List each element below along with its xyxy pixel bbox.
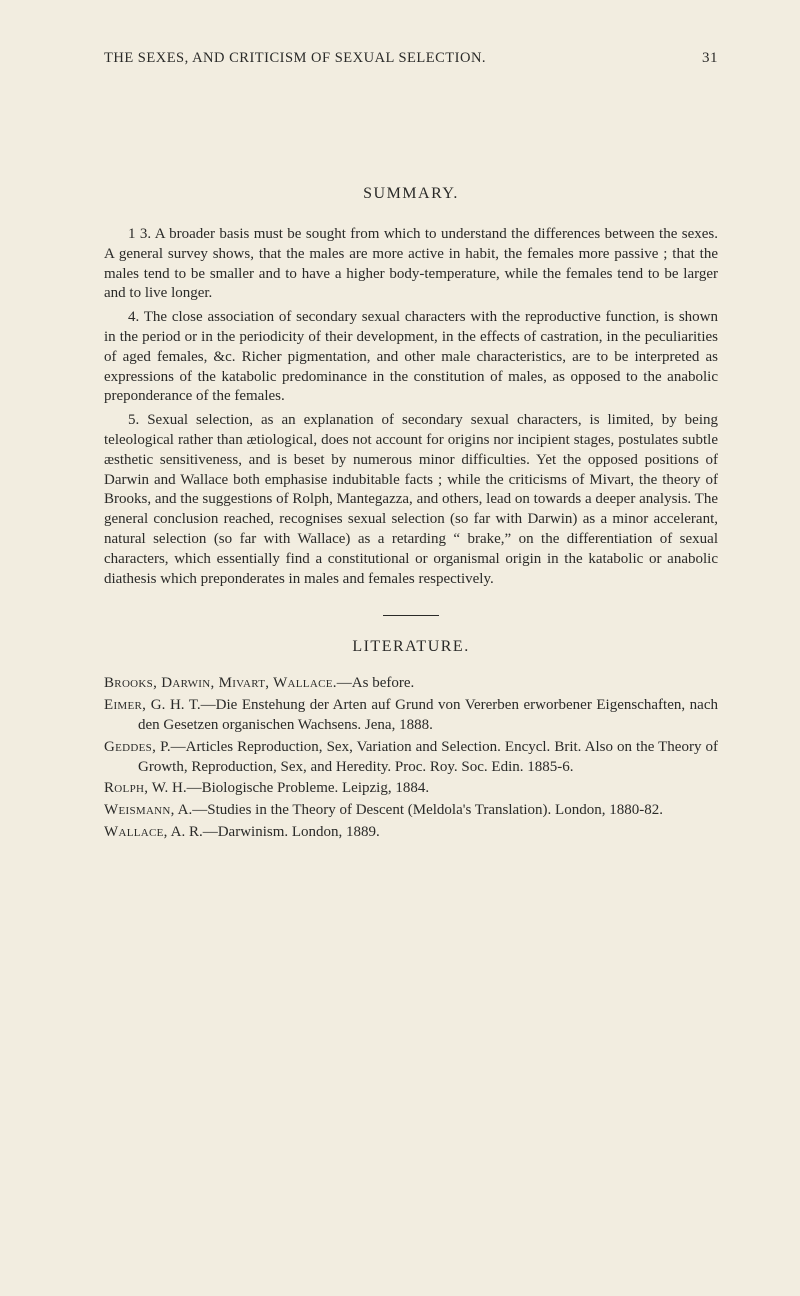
entry-text: —As before. (337, 675, 414, 691)
entry-text: G. H. T.—Die Enstehung der Arten auf Gru… (138, 697, 718, 733)
literature-entry: Rolph, W. H.—Biologische Probleme. Leipz… (104, 779, 718, 799)
literature-entry: Brooks, Darwin, Mivart, Wallace.—As befo… (104, 674, 718, 694)
entry-text: P.—Articles Reproduction, Sex, Variation… (138, 739, 718, 775)
literature-entry: Weismann, A.—Studies in the Theory of De… (104, 801, 718, 821)
entry-text: W. H.—Biologische Probleme. Leipzig, 188… (148, 780, 429, 796)
running-header: THE SEXES, AND CRITICISM OF SEXUAL SELEC… (104, 50, 718, 67)
literature-heading: LITERATURE. (104, 638, 718, 656)
summary-paragraph: 4. The close association of secondary se… (104, 308, 718, 407)
entry-author: Wallace, (104, 824, 168, 840)
section-divider (383, 615, 439, 616)
entry-author: Eimer, (104, 697, 146, 713)
entry-text: A.—Studies in the Theory of Descent (Mel… (175, 802, 663, 818)
entry-author: Geddes, (104, 739, 156, 755)
summary-heading: SUMMARY. (104, 185, 718, 203)
running-title: THE SEXES, AND CRITICISM OF SEXUAL SELEC… (104, 50, 486, 67)
page-number: 31 (702, 50, 718, 67)
literature-entry: Wallace, A. R.—Darwinism. London, 1889. (104, 823, 718, 843)
literature-entry: Eimer, G. H. T.—Die Enstehung der Arten … (104, 696, 718, 736)
entry-text: A. R.—Darwinism. London, 1889. (168, 824, 380, 840)
entry-author: Rolph, (104, 780, 148, 796)
literature-entry: Geddes, P.—Articles Reproduction, Sex, V… (104, 738, 718, 778)
summary-paragraph: 5. Sexual selection, as an explanation o… (104, 411, 718, 589)
entry-author: Weismann, (104, 802, 175, 818)
entry-author: Brooks, Darwin, Mivart, Wallace. (104, 675, 337, 691)
summary-paragraph: 1 3. A broader basis must be sought from… (104, 225, 718, 304)
